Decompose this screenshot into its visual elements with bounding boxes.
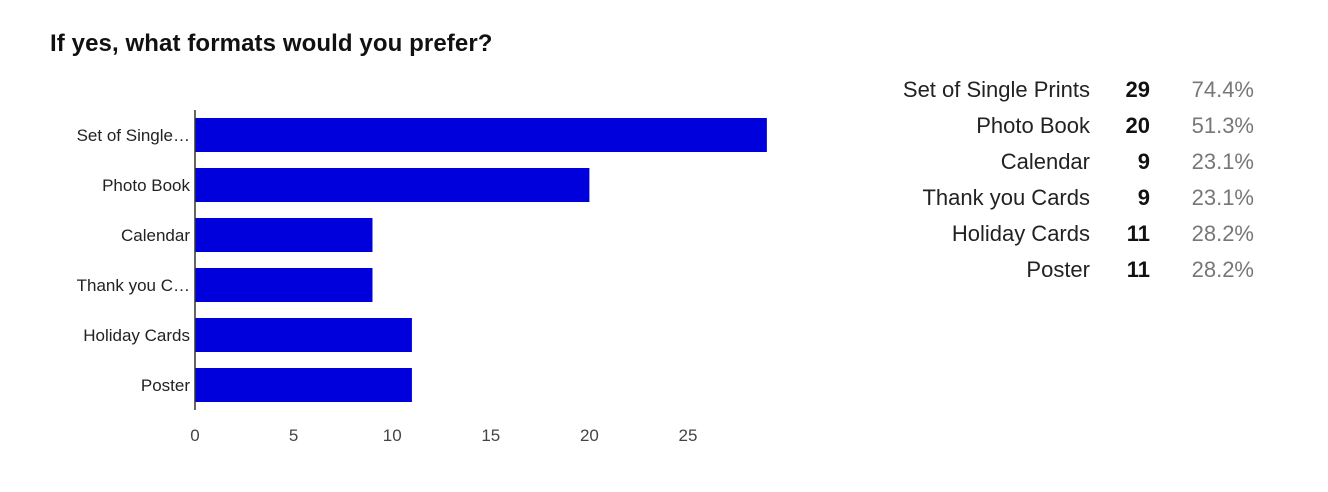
category-label-4: Thank you C… <box>77 276 190 295</box>
summary-table: Set of Single Prints 29 74.4% Photo Book 20 5… <box>860 72 1254 288</box>
summary-row: Thank you Cards 9 23.1% <box>860 180 1254 216</box>
summary-percent: 23.1% <box>1191 149 1254 174</box>
x-tick-label-20: 20 <box>580 426 599 445</box>
bar-2 <box>195 168 590 202</box>
category-label-5: Holiday Cards <box>83 326 190 345</box>
summary-percent: 23.1% <box>1191 185 1254 210</box>
summary-count: 20 <box>1125 113 1150 138</box>
summary-count: 11 <box>1126 257 1150 282</box>
summary-row: Photo Book 20 51.3% <box>860 108 1254 144</box>
category-label-1: Set of Single… <box>77 126 190 145</box>
summary-count: 11 <box>1126 221 1150 246</box>
summary-label: Poster <box>1026 257 1090 282</box>
summary-count: 29 <box>1125 77 1150 102</box>
summary-row: Holiday Cards 11 28.2% <box>860 216 1254 252</box>
summary-label: Calendar <box>1000 149 1090 174</box>
bar-6 <box>195 368 412 402</box>
summary-row: Set of Single Prints 29 74.4% <box>860 72 1254 108</box>
bar-chart: Set of Single… Photo Book Calendar Thank yo… <box>77 110 767 445</box>
summary-row: Calendar 9 23.1% <box>860 144 1254 180</box>
x-tick-label-5: 5 <box>289 426 298 445</box>
bar-3 <box>195 218 373 252</box>
x-tick-label-25: 25 <box>679 426 698 445</box>
summary-percent: 74.4% <box>1191 77 1254 102</box>
x-tick-label-0: 0 <box>190 426 199 445</box>
x-tick-label-10: 10 <box>383 426 402 445</box>
bar-1 <box>195 118 767 152</box>
summary-count: 9 <box>1137 185 1150 210</box>
x-tick-label-15: 15 <box>481 426 500 445</box>
summary-label: Holiday Cards <box>951 221 1090 246</box>
summary-label: Set of Single Prints <box>902 77 1090 102</box>
category-label-6: Poster <box>141 376 190 395</box>
summary-percent: 51.3% <box>1191 113 1254 138</box>
chart-title: If yes, what formats would you prefer? <box>50 30 493 57</box>
summary-percent: 28.2% <box>1191 221 1254 246</box>
bar-5 <box>195 318 412 352</box>
category-label-2: Photo Book <box>102 176 190 195</box>
summary-row: Poster 11 28.2% <box>860 252 1254 288</box>
summary-count: 9 <box>1137 149 1150 174</box>
summary-label: Photo Book <box>976 113 1090 138</box>
summary-percent: 28.2% <box>1191 257 1254 282</box>
bar-4 <box>195 268 373 302</box>
summary-label: Thank you Cards <box>922 185 1090 210</box>
category-label-3: Calendar <box>121 226 190 245</box>
